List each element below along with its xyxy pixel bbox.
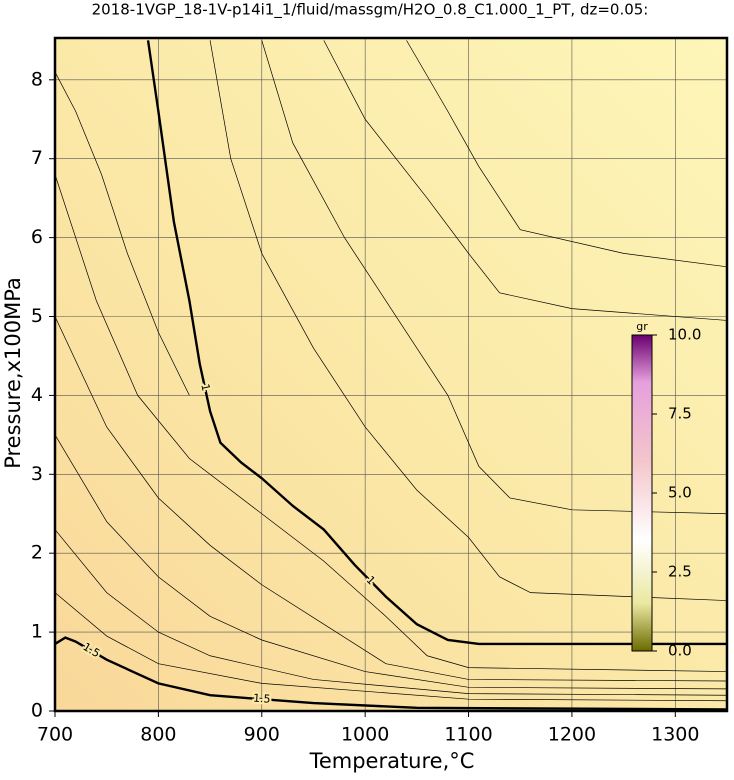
colorbar-tick-label: 7.5 <box>668 405 692 423</box>
contour-line <box>54 316 728 682</box>
colorbar <box>631 334 653 652</box>
colorbar-tick-label: 2.5 <box>668 563 692 581</box>
y-tick-label: 2 <box>31 542 43 564</box>
x-tick-label: 700 <box>37 724 73 746</box>
chart-title: 2018-1VGP_18-1V-p14i1_1/fluid/massgm/H2O… <box>92 1 649 20</box>
colorbar-tick-label: 0.0 <box>668 642 692 660</box>
colorbar-tick-label: 5.0 <box>668 484 692 502</box>
x-tick-label: 1200 <box>548 724 596 746</box>
y-tick-label: 3 <box>31 463 43 485</box>
contour-line <box>323 40 728 321</box>
contour-line <box>54 592 728 702</box>
contour-line <box>54 71 190 396</box>
x-tick-label: 800 <box>140 724 176 746</box>
contour-line <box>54 434 728 690</box>
x-tick-label: 1100 <box>444 724 492 746</box>
x-tick-label: 1000 <box>341 724 389 746</box>
contour-line <box>54 529 728 696</box>
plot-background <box>55 38 727 711</box>
y-tick-label: 1 <box>31 621 43 643</box>
contour-line-major <box>146 40 727 646</box>
colorbar-tick-label: 10.0 <box>668 326 701 344</box>
y-tick-label: 4 <box>31 384 43 406</box>
x-tick-label: 1300 <box>651 724 699 746</box>
contour-line-major <box>54 636 728 711</box>
x-axis-label: Temperature,°C <box>309 749 475 773</box>
contour-line <box>54 174 728 672</box>
contour-label: 1.5 <box>253 692 271 706</box>
colorbar-label: gr <box>636 320 648 333</box>
contour-line <box>261 40 728 515</box>
y-tick-label: 8 <box>31 68 43 90</box>
plot-frame <box>53 36 729 713</box>
x-tick-label: 900 <box>244 724 280 746</box>
y-axis-label: Pressure,x100MPa <box>1 277 25 469</box>
contour-line <box>209 40 728 601</box>
y-tick-label: 0 <box>31 700 43 722</box>
y-tick-label: 7 <box>31 147 43 169</box>
contour-line <box>406 40 728 268</box>
y-tick-label: 6 <box>31 226 43 248</box>
y-tick-label: 5 <box>31 305 43 327</box>
